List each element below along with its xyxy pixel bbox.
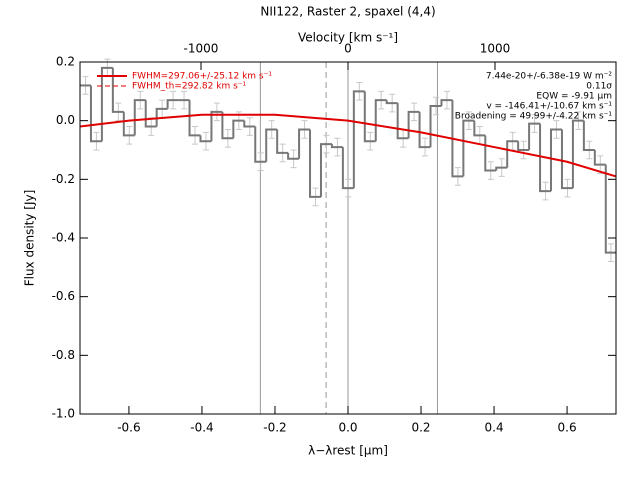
- x-tick-label: -0.4: [190, 421, 213, 435]
- histogram-step: [319, 143, 332, 197]
- histogram-step: [298, 128, 311, 159]
- annotation: 0.11σ: [586, 82, 612, 92]
- y-tick-label: 0.2: [56, 55, 75, 69]
- histogram-step: [528, 122, 541, 150]
- histogram-step: [473, 120, 486, 137]
- x2-tick-label: 0: [344, 42, 352, 56]
- legend-label: FWHM_th=292.82 km s⁻¹: [132, 82, 247, 92]
- y-tick-label: -0.4: [52, 231, 75, 245]
- x-tick-label: 0.2: [411, 421, 430, 435]
- histogram-step: [265, 128, 278, 162]
- histogram-step: [210, 110, 223, 142]
- annotation: 7.44e-20+/-6.38e-19 W m⁻²: [486, 72, 613, 82]
- histogram-step: [287, 152, 300, 160]
- legend-label: FWHM=297.06+/-25.12 km s⁻¹: [132, 72, 272, 82]
- x2-tick-label: -1000: [184, 42, 219, 56]
- histogram-step: [593, 150, 606, 166]
- histogram-step: [89, 85, 102, 143]
- histogram-step: [166, 99, 179, 109]
- histogram-step: [374, 99, 387, 142]
- histogram-step: [309, 129, 321, 198]
- x-tick-label: 0.0: [338, 421, 357, 435]
- histogram-step: [451, 100, 464, 178]
- annotation: EQW = -9.91 μm: [536, 92, 612, 102]
- histogram-step: [155, 107, 168, 127]
- histogram-step: [363, 91, 376, 143]
- x-tick-label: -0.6: [117, 421, 140, 435]
- histogram-step: [571, 119, 584, 189]
- fit-curve: [79, 113, 617, 178]
- y-tick-label: 0.0: [56, 113, 75, 127]
- y-tick-label: -0.2: [52, 172, 75, 186]
- histogram-step: [254, 126, 267, 163]
- annotation: v = -146.41+/-10.67 km s⁻¹: [486, 102, 612, 112]
- histogram-step: [440, 99, 453, 106]
- histogram-step: [341, 147, 354, 190]
- histogram-step: [604, 164, 616, 254]
- histogram-step: [418, 111, 431, 149]
- histogram-step: [462, 119, 475, 177]
- histogram-step: [330, 144, 343, 149]
- chart-title: NII122, Raster 2, spaxel (4,4): [260, 5, 435, 19]
- x-axis-label: λ−λrest [μm]: [308, 444, 388, 458]
- histogram-step: [352, 90, 365, 189]
- histogram-step: [396, 103, 409, 140]
- x-tick-label: -0.2: [263, 421, 286, 435]
- y-tick-label: -0.8: [52, 348, 75, 362]
- histogram-step: [144, 100, 157, 128]
- histogram-step: [484, 135, 497, 172]
- histogram-step: [133, 99, 146, 136]
- histogram-step: [232, 119, 245, 139]
- x2-axis-label: Velocity [km s⁻¹]: [298, 31, 398, 45]
- histogram-step: [243, 120, 256, 128]
- histogram-step: [100, 66, 113, 142]
- histogram-step: [517, 141, 530, 151]
- histogram-step: [199, 135, 212, 143]
- histogram-step: [188, 100, 201, 137]
- histogram-step: [276, 129, 289, 154]
- histogram-step: [506, 140, 519, 168]
- histogram-step: [582, 120, 595, 151]
- histogram-step: [122, 111, 135, 137]
- histogram-step: [385, 100, 398, 105]
- histogram-step: [495, 166, 508, 171]
- x2-tick-label: 1000: [480, 42, 511, 56]
- x-tick-label: 0.4: [485, 421, 504, 435]
- histogram-step: [539, 123, 552, 193]
- histogram-step: [221, 111, 234, 140]
- y-tick-label: -1.0: [52, 407, 75, 421]
- x-tick-label: 0.6: [558, 421, 577, 435]
- histogram-step: [111, 67, 124, 113]
- y-tick-label: -0.6: [52, 289, 75, 303]
- histogram-step: [550, 128, 562, 192]
- y-axis-label: Flux density [Jy]: [23, 190, 37, 287]
- histogram-step: [560, 129, 573, 190]
- annotation: Broadening = 49.99+/-4.22 km s⁻¹: [455, 112, 613, 122]
